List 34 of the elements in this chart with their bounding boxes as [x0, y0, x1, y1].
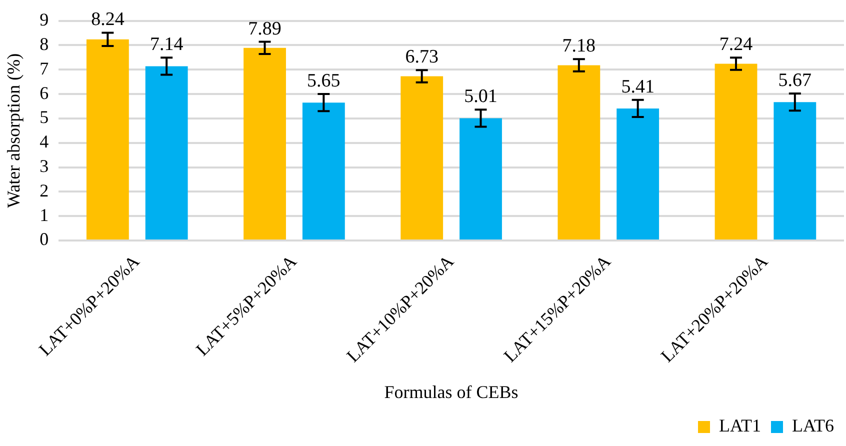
- y-tick-label: 9: [40, 10, 49, 30]
- data-label: 7.24: [719, 34, 754, 56]
- y-tick-label: 1: [40, 204, 49, 225]
- bar: [86, 39, 129, 240]
- bar: [774, 102, 816, 240]
- data-label: 5.65: [307, 70, 340, 92]
- y-tick-label: 8: [40, 34, 49, 54]
- data-label: 7.14: [150, 34, 184, 56]
- y-tick-label: 0: [40, 229, 49, 250]
- bar: [145, 66, 188, 240]
- bar: [400, 76, 444, 240]
- bar: [714, 64, 758, 240]
- data-label: 8.24: [91, 9, 125, 30]
- bar: [244, 48, 286, 240]
- y-tick-label: 4: [40, 132, 49, 152]
- data-label: 5.67: [778, 70, 812, 92]
- y-tick-label: 3: [40, 156, 49, 176]
- data-label: 5.01: [464, 86, 498, 108]
- bar: [558, 65, 600, 240]
- data-label: 7.89: [248, 18, 282, 40]
- bar: [616, 108, 660, 240]
- legend-label: LAT1: [719, 416, 762, 436]
- data-label: 5.41: [621, 76, 654, 98]
- legend-label: LAT6: [792, 416, 834, 436]
- y-tick-label: 5: [40, 107, 49, 128]
- y-axis-title: Water absorption (%): [4, 53, 24, 208]
- y-tick-label: 2: [40, 180, 49, 200]
- y-tick-label: 7: [40, 58, 49, 78]
- data-label: 6.73: [405, 46, 438, 68]
- x-axis-title: Formulas of CEBs: [384, 382, 518, 402]
- y-tick-label: 6: [40, 82, 49, 103]
- bar: [460, 118, 502, 240]
- bar: [302, 102, 345, 240]
- data-label: 7.18: [562, 36, 596, 57]
